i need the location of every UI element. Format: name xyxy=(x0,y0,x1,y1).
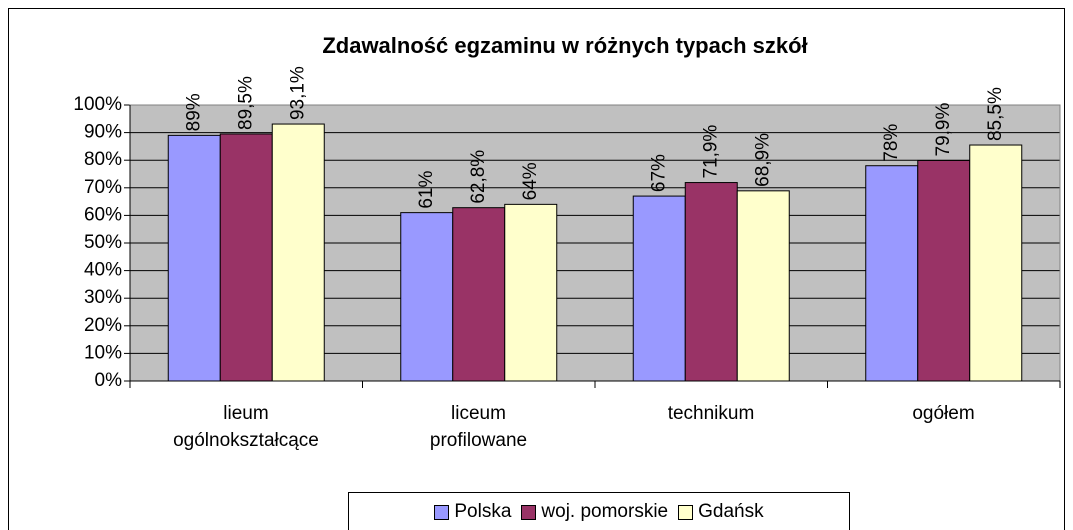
bar xyxy=(271,123,325,382)
legend-item: Gdańsk xyxy=(678,501,764,523)
bar xyxy=(452,207,506,382)
legend-label: woj. pomorskie xyxy=(541,501,669,522)
bar xyxy=(865,165,919,382)
data-label: 62,8% xyxy=(468,150,489,204)
y-tick-label: 80% xyxy=(84,149,122,170)
bar xyxy=(400,212,454,382)
data-label: 89,5% xyxy=(235,76,256,130)
legend-label: Polska xyxy=(454,501,512,522)
legend-swatch xyxy=(678,504,694,520)
y-tick-label: 10% xyxy=(84,342,122,363)
legend-item: woj. pomorskie xyxy=(521,501,668,523)
legend: Polska woj. pomorskie Gdańsk xyxy=(348,492,850,530)
data-label: 79,9% xyxy=(933,102,954,156)
data-label: 64% xyxy=(520,162,541,200)
y-tick-label: 70% xyxy=(84,177,122,198)
data-label: 85,5% xyxy=(985,87,1006,141)
data-label: 78% xyxy=(881,124,902,162)
data-label: 71,9% xyxy=(700,125,721,179)
data-label: 67% xyxy=(648,154,669,192)
chart-title: Zdawalność egzaminu w różnych typach szk… xyxy=(322,33,807,58)
data-label: 89% xyxy=(183,93,204,131)
chart-frame xyxy=(8,8,1065,530)
x-tick-label: technikum xyxy=(667,403,755,424)
x-tick-label: lieum ogólnokształcące xyxy=(173,403,319,451)
y-tick-label: 60% xyxy=(84,204,122,225)
data-label: 68,9% xyxy=(752,133,773,187)
legend-swatch xyxy=(434,504,450,520)
y-tick-label: 40% xyxy=(84,260,122,281)
legend-item: Polska xyxy=(434,501,511,523)
x-tick-label: liceum profilowane xyxy=(429,403,528,451)
data-label: 93,1% xyxy=(287,66,308,120)
y-tick-label: 20% xyxy=(84,315,122,336)
y-tick-label: 30% xyxy=(84,287,122,308)
legend-swatch xyxy=(521,504,537,520)
x-tick-label: ogółem xyxy=(912,403,975,424)
y-tick-label: 50% xyxy=(84,232,122,253)
bar xyxy=(917,159,971,382)
bar xyxy=(219,133,273,382)
bar xyxy=(684,182,738,382)
bar xyxy=(167,134,221,382)
y-tick-label: 100% xyxy=(73,94,122,115)
bar xyxy=(632,195,686,382)
legend-label: Gdańsk xyxy=(698,501,764,522)
y-tick-label: 90% xyxy=(84,122,122,143)
bar xyxy=(969,144,1023,382)
bar xyxy=(504,203,558,382)
y-tick-label: 0% xyxy=(95,370,123,391)
data-label: 61% xyxy=(416,171,437,209)
bar xyxy=(736,190,790,382)
